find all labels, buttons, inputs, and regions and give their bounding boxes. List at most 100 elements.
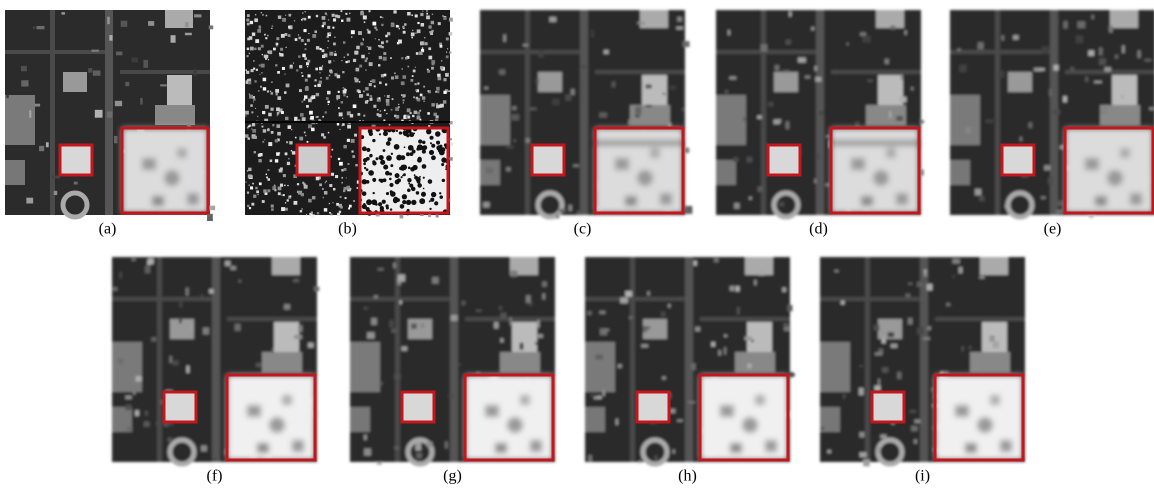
noise-speck — [268, 178, 270, 180]
noise-speck — [284, 33, 287, 36]
noise-speck — [312, 95, 313, 96]
noise-dot — [369, 132, 373, 136]
noise-speck — [259, 182, 262, 185]
roof — [959, 267, 963, 273]
roof — [911, 87, 914, 90]
noise-dot — [421, 146, 425, 150]
noise-speck — [265, 105, 269, 109]
noise-speck — [268, 59, 269, 60]
noise-speck — [337, 123, 339, 125]
noise-speck — [384, 109, 386, 111]
inset-block — [495, 443, 507, 453]
noise-dot — [394, 144, 400, 150]
panel-label: (f) — [207, 468, 223, 485]
roof — [927, 326, 931, 330]
noise-speck — [348, 163, 350, 165]
building — [480, 95, 510, 145]
roof — [6, 95, 9, 98]
noise-speck — [374, 85, 376, 87]
roof — [119, 272, 122, 278]
noise-speck — [355, 78, 359, 82]
noise-dot — [400, 155, 405, 160]
noise-dot — [385, 204, 388, 207]
roof — [511, 114, 519, 120]
roof — [724, 347, 726, 354]
noise-speck — [436, 87, 440, 91]
roof — [476, 310, 482, 312]
roof — [461, 301, 465, 305]
noise-speck — [337, 213, 340, 216]
noise-dot — [399, 131, 402, 134]
noise-speck — [389, 124, 391, 126]
roof — [538, 51, 543, 58]
noise-dot — [379, 133, 381, 135]
noise-speck — [249, 94, 250, 95]
noise-speck — [413, 70, 416, 73]
noise-speck — [307, 66, 308, 67]
noise-speck — [424, 101, 425, 102]
roof — [860, 452, 867, 457]
noise-dot — [431, 155, 436, 160]
noise-speck — [308, 99, 312, 103]
roof — [591, 30, 594, 38]
roof — [743, 117, 746, 121]
noise-speck — [363, 15, 367, 19]
noise-speck — [304, 185, 308, 189]
roof — [499, 69, 505, 74]
roof — [825, 183, 830, 186]
noise-speck — [255, 39, 259, 43]
noise-speck — [412, 115, 414, 117]
noise-speck — [440, 66, 443, 69]
noise-dot — [375, 203, 378, 206]
noise-speck — [387, 32, 390, 35]
noise-speck — [449, 18, 453, 22]
noise-speck — [254, 18, 258, 22]
roof — [730, 286, 735, 291]
noise-speck — [428, 25, 431, 28]
noise-speck — [351, 150, 353, 152]
roof — [393, 263, 396, 268]
roof — [573, 165, 579, 167]
roof — [779, 202, 784, 206]
roof — [787, 305, 792, 311]
noise-speck — [276, 45, 277, 46]
noise-speck — [387, 95, 390, 98]
zoom-inset — [831, 128, 919, 213]
noise-speck — [251, 128, 252, 129]
noise-dot — [411, 148, 413, 150]
noise-speck — [302, 182, 304, 184]
noise-dot — [429, 208, 431, 210]
noise-speck — [268, 128, 269, 129]
noise-dot — [431, 144, 435, 148]
building — [262, 352, 302, 372]
noise-speck — [333, 18, 336, 21]
noise-speck — [380, 110, 381, 111]
noise-speck — [338, 204, 342, 208]
noise-speck — [344, 56, 345, 57]
noise-speck — [367, 46, 368, 47]
roof — [661, 312, 666, 317]
roof — [1056, 201, 1063, 206]
roof — [604, 50, 609, 54]
roof — [1039, 68, 1044, 71]
roof — [107, 111, 112, 117]
noise-speck — [281, 195, 282, 196]
noise-speck — [343, 94, 345, 96]
noise-speck — [328, 19, 329, 20]
roof — [975, 189, 981, 196]
building — [512, 322, 537, 352]
roof — [786, 121, 790, 129]
noise-speck — [347, 60, 350, 63]
noise-speck — [369, 83, 372, 86]
noise-speck — [250, 104, 252, 106]
roof — [284, 304, 290, 309]
roof — [114, 136, 117, 143]
inset-block — [1085, 158, 1099, 170]
roof — [625, 291, 632, 297]
noise-dot — [390, 191, 396, 197]
roof — [1104, 67, 1111, 72]
roof — [783, 70, 790, 72]
noise-dot — [382, 200, 386, 204]
building — [642, 75, 667, 105]
roof — [509, 317, 512, 325]
